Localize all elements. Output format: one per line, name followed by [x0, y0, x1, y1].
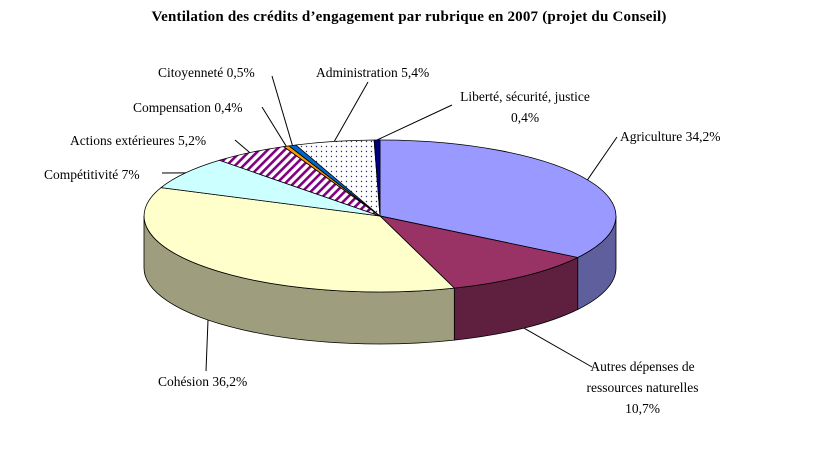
leader-line-8 [376, 104, 453, 141]
leader-line-4 [234, 139, 251, 153]
leader-line-1 [523, 327, 593, 368]
leader-line-2 [205, 319, 209, 372]
leader-line-5 [261, 106, 287, 147]
leader-line-6 [271, 75, 293, 146]
chart-title: Ventilation des crédits d’engagement par… [151, 9, 667, 25]
slice-label-administration: Administration 5,4% [316, 65, 430, 80]
slice-label-cohesion: Cohésion 36,2% [158, 374, 248, 389]
slice-label-autres-depenses: Autres dépenses de ressources naturelles… [586, 359, 699, 416]
slice-label-competitivite: Compétitivité 7% [44, 167, 140, 182]
pie-slice-3 [160, 159, 381, 217]
slice-label-agriculture: Agriculture 34,2% [620, 129, 721, 144]
leader-line-7 [333, 81, 369, 142]
slice-label-liberte-securite-justice: Liberté, sécurité, justice 0,4% [460, 89, 590, 125]
slice-label-actions-exterieures: Actions extérieures 5,2% [70, 133, 207, 148]
leader-line-0 [587, 136, 618, 181]
slice-label-compensation: Compensation 0,4% [133, 100, 243, 115]
slice-label-citoyennete: Citoyenneté 0,5% [158, 65, 255, 80]
pie-slice-1 [379, 215, 579, 289]
pie-slice-2 [143, 187, 455, 293]
